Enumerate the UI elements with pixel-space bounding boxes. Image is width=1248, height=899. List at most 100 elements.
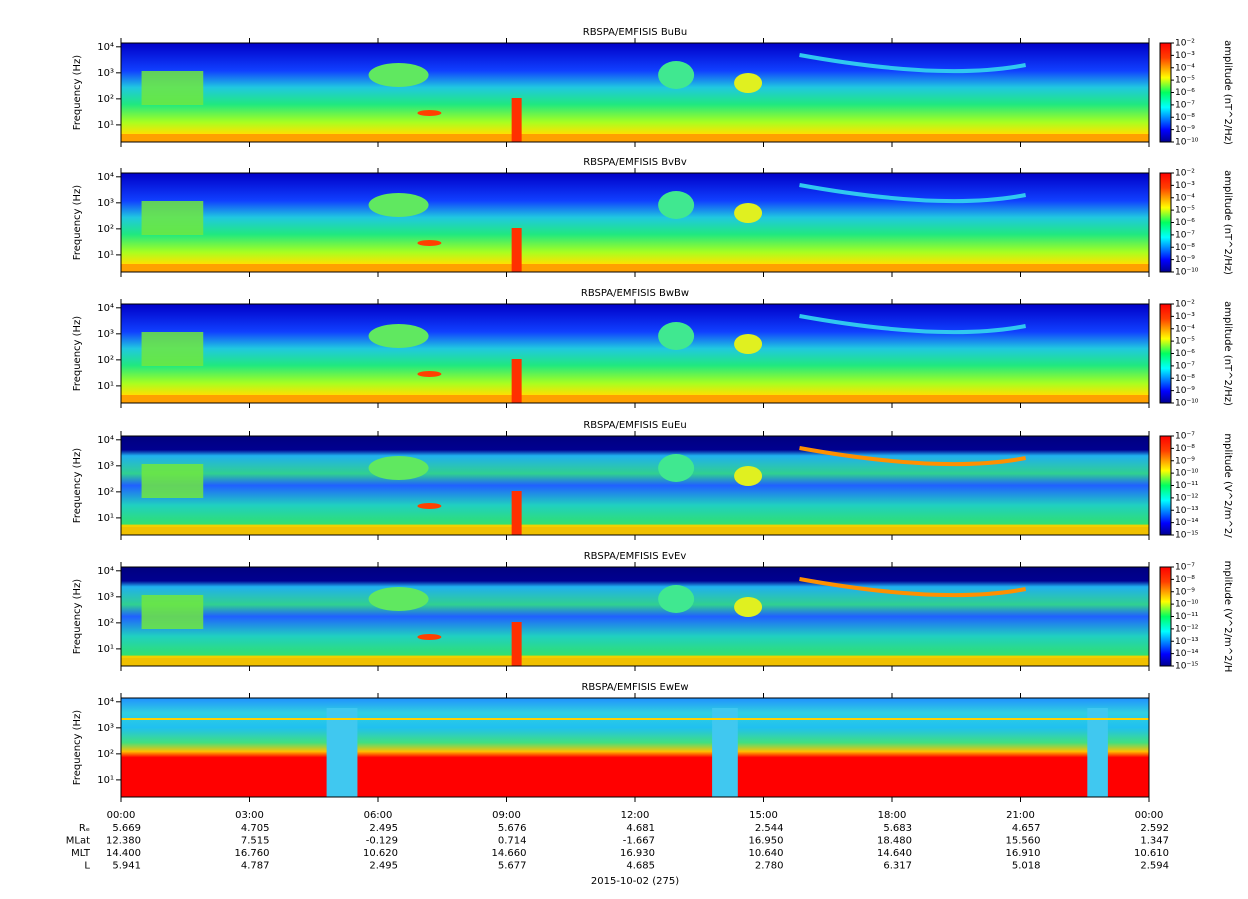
ephemeris-value: 4.657 <box>1012 823 1041 834</box>
spectrogram-background <box>121 43 1149 142</box>
spectrogram-blob <box>368 63 429 87</box>
spectrogram-blob <box>417 503 442 509</box>
panel: RBSPA/EMFISIS BwBw 10¹ 10² 10³ 10⁴ Frequency … <box>72 288 1233 409</box>
x-tick-label: 12:00 <box>621 810 650 821</box>
spectrogram-background <box>121 698 1149 797</box>
y-axis-label: Frequency (Hz) <box>72 448 83 524</box>
y-tick-label: 10³ <box>97 461 114 472</box>
y-tick-label: 10¹ <box>97 120 114 131</box>
colorbar-tick-label: 10⁻³ <box>1175 181 1195 191</box>
colorbar-tick-label: 10⁻⁶ <box>1175 218 1195 228</box>
colorbar-tick-label: 10⁻⁹ <box>1175 125 1195 135</box>
ephemeris-value: 5.669 <box>112 823 141 834</box>
ephemeris-value: 2.495 <box>369 861 398 872</box>
panel-title: RBSPA/EMFISIS EwEw <box>581 682 688 693</box>
colorbar-tick-label: 10⁻¹⁵ <box>1175 662 1199 672</box>
x-tick-label: 21:00 <box>1006 810 1035 821</box>
ephemeris-value: 4.685 <box>626 861 655 872</box>
y-tick-label: 10¹ <box>97 250 114 261</box>
x-tick-label: 09:00 <box>492 810 521 821</box>
colorbar-tick-label: 10⁻⁴ <box>1175 324 1195 334</box>
y-tick-label: 10⁴ <box>97 697 114 708</box>
ephemeris-value: 15.560 <box>1006 836 1041 847</box>
y-tick-label: 10³ <box>97 592 114 603</box>
ephemeris-value: 14.640 <box>877 848 912 859</box>
ephemeris-value: 4.787 <box>241 861 270 872</box>
panel: RBSPA/EMFISIS EwEw 10¹ 10² 10³ 10⁴ Frequency … <box>72 682 1163 821</box>
colorbar-tick-label: 10⁻¹¹ <box>1175 612 1199 622</box>
spectrogram-lowband <box>121 134 1149 142</box>
y-axis-label: Frequency (Hz) <box>72 55 83 131</box>
panel-title: RBSPA/EMFISIS BuBu <box>583 27 687 38</box>
colorbar-label: amplitude (nT^2/Hz) <box>1222 301 1233 406</box>
y-tick-label: 10⁴ <box>97 303 114 314</box>
colorbar-tick-label: 10⁻¹² <box>1175 624 1199 634</box>
ephemeris-value: 2.592 <box>1140 823 1169 834</box>
colorbar-tick-label: 10⁻⁷ <box>1175 230 1195 240</box>
ephemeris-value: -1.667 <box>623 836 655 847</box>
y-tick-label: 10¹ <box>97 513 114 524</box>
spectrogram-blob <box>368 587 429 611</box>
spectrogram-spike <box>511 491 522 535</box>
panel-title: RBSPA/EMFISIS BwBw <box>581 288 689 299</box>
y-tick-label: 10² <box>97 618 114 629</box>
spectrogram-lowband <box>121 658 1149 666</box>
colorbar-tick-label: 10⁻² <box>1175 169 1195 179</box>
colorbar-tick-label: 10⁻⁷ <box>1175 361 1195 371</box>
spectrogram-blob <box>734 73 763 93</box>
colorbar-tick-label: 10⁻¹⁵ <box>1175 531 1199 541</box>
colorbar <box>1159 42 1172 143</box>
colorbar-tick-label: 10⁻⁶ <box>1175 349 1195 359</box>
colorbar-tick-label: 10⁻⁹ <box>1175 587 1195 597</box>
spectrogram-blob <box>417 371 442 377</box>
ephemeris-label: MLat <box>66 836 90 847</box>
ephemeris-value: 6.317 <box>883 861 912 872</box>
colorbar-tick-label: 10⁻² <box>1175 300 1195 310</box>
y-tick-label: 10³ <box>97 68 114 79</box>
ephemeris-value: 12.380 <box>106 836 141 847</box>
spectrogram-lowband <box>121 527 1149 535</box>
x-tick-label: 06:00 <box>364 810 393 821</box>
spectrogram-blob <box>658 61 695 89</box>
ephemeris-value: 5.941 <box>112 861 141 872</box>
colorbar-tick-label: 10⁻¹² <box>1175 493 1199 503</box>
ephemeris-label: Rₑ <box>79 823 90 834</box>
colorbar-tick-label: 10⁻⁴ <box>1175 193 1195 203</box>
x-tick-label: 18:00 <box>878 810 907 821</box>
panel-title: RBSPA/EMFISIS BvBv <box>583 157 687 168</box>
x-tick-label: 15:00 <box>749 810 778 821</box>
x-tick-label: 00:00 <box>107 810 136 821</box>
y-tick-label: 10⁴ <box>97 42 114 53</box>
spectrogram-spike <box>511 228 522 272</box>
ephemeris-value: 1.347 <box>1140 836 1169 847</box>
spectrogram-gap <box>326 708 358 797</box>
colorbar <box>1159 172 1172 273</box>
spectrogram-background <box>121 436 1149 535</box>
ephemeris-value: 14.660 <box>492 848 527 859</box>
spectrogram-spike <box>511 359 522 403</box>
panel-title: RBSPA/EMFISIS EvEv <box>584 551 687 562</box>
y-tick-label: 10¹ <box>97 644 114 655</box>
y-tick-label: 10⁴ <box>97 435 114 446</box>
colorbar-tick-label: 10⁻⁸ <box>1175 444 1195 454</box>
colorbar-tick-label: 10⁻⁹ <box>1175 255 1195 265</box>
spectrogram-burst <box>141 332 204 366</box>
x-tick-label: 00:00 <box>1135 810 1164 821</box>
colorbar-tick-label: 10⁻² <box>1175 39 1195 49</box>
spectrogram-arc <box>799 577 1027 598</box>
spectrogram-blob <box>658 322 695 350</box>
spectrogram-burst <box>141 71 204 105</box>
y-tick-label: 10² <box>97 94 114 105</box>
ephemeris-value: 5.018 <box>1012 861 1041 872</box>
colorbar-tick-label: 10⁻⁷ <box>1175 432 1195 442</box>
colorbar-tick-label: 10⁻⁸ <box>1175 243 1195 253</box>
ephemeris-value: 10.610 <box>1134 848 1169 859</box>
spectrogram-blob <box>368 456 429 480</box>
colorbar-tick-label: 10⁻⁹ <box>1175 456 1195 466</box>
spectrogram-gap <box>712 708 738 797</box>
spectrogram-burst <box>141 595 204 629</box>
colorbar-tick-label: 10⁻⁵ <box>1175 206 1195 216</box>
spectrogram-arc <box>799 446 1027 467</box>
panel-title: RBSPA/EMFISIS EuEu <box>583 420 686 431</box>
colorbar-tick-label: 10⁻¹³ <box>1175 637 1199 647</box>
